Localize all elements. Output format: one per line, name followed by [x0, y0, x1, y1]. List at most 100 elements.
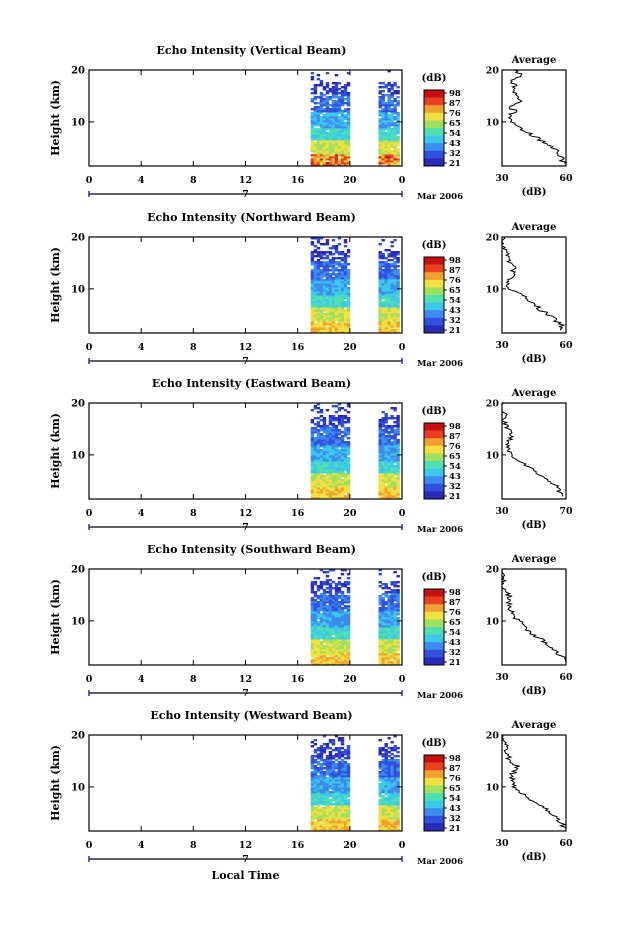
heatmap-cell — [310, 823, 315, 826]
heatmap-cell — [325, 281, 330, 284]
heatmap-cell — [319, 98, 324, 101]
heatmap-cell — [378, 595, 382, 598]
colorbar-label: 43 — [449, 638, 461, 648]
heatmap-cell — [384, 645, 388, 648]
heatmap-cell — [310, 811, 315, 814]
colorbar-swatch — [424, 112, 444, 121]
colorbar-swatch — [424, 815, 444, 824]
heatmap-cell — [316, 753, 321, 756]
heatmap-cell — [325, 285, 330, 288]
heatmap-cell — [331, 617, 336, 620]
heatmap-cell — [310, 489, 315, 492]
heatmap-cell — [396, 765, 400, 768]
heatmap-cell — [316, 829, 321, 832]
heatmap-cell — [328, 663, 333, 666]
heatmap-cell — [384, 767, 388, 770]
heatmap-cell — [396, 483, 400, 486]
heatmap-cell — [319, 779, 324, 782]
heatmap-cell — [310, 623, 315, 626]
heatmap-cell — [316, 577, 321, 580]
heatmap-cell — [319, 261, 324, 264]
heatmap-cell — [319, 813, 324, 816]
heatmap-cell — [313, 815, 318, 818]
heatmap-cell — [328, 439, 333, 442]
heatmap-cell — [381, 98, 385, 101]
heatmap-cell — [319, 285, 324, 288]
heatmap-cell — [313, 134, 318, 137]
heatmap-cell — [340, 775, 345, 778]
x-axis-label: Local Time — [212, 869, 280, 882]
colorbar-swatch — [424, 317, 444, 326]
colorbar-swatch — [424, 823, 444, 832]
heatmap-cell — [316, 451, 321, 454]
heatmap-cell — [331, 287, 336, 290]
heatmap-cell — [331, 152, 336, 155]
heatmap-cell — [340, 827, 345, 830]
heatmap-cell — [322, 429, 327, 432]
heatmap-cell — [393, 441, 397, 444]
heatmap-cell — [384, 815, 388, 818]
heatmap-cell — [387, 625, 391, 628]
heatmap-cell — [319, 479, 324, 482]
heatmap-cell — [334, 128, 339, 131]
heatmap-cell — [340, 583, 345, 586]
heatmap-cell — [322, 309, 327, 312]
heatmap-cell — [319, 827, 324, 830]
average-xlabel: (dB) — [522, 354, 547, 365]
heatmap-cell — [378, 471, 382, 474]
heatmap-cell — [319, 457, 324, 460]
heatmap-cell — [310, 132, 315, 135]
heatmap-cell — [384, 148, 388, 151]
heatmap-cell — [378, 112, 382, 115]
heatmap-cell — [340, 825, 345, 828]
heatmap-cell — [381, 126, 385, 129]
heatmap-cell — [322, 469, 327, 472]
colorbar-swatch — [424, 642, 444, 651]
heatmap-cell — [319, 275, 324, 278]
heatmap-cell — [325, 90, 330, 93]
heatmap-cell — [319, 649, 324, 652]
heatmap-cell — [390, 102, 394, 105]
heatmap-cell — [393, 124, 397, 127]
heatmap-cell — [393, 283, 397, 286]
heatmap-cell — [387, 164, 391, 167]
heatmap-cell — [337, 299, 342, 302]
heatmap-cell — [378, 329, 382, 332]
heatmap-cell — [310, 136, 315, 139]
heatmap-cell — [322, 327, 327, 330]
heatmap-cell — [346, 649, 351, 652]
heatmap-cell — [313, 617, 318, 620]
heatmap-cell — [322, 817, 327, 820]
heatmap-cell — [322, 138, 327, 141]
heatmap-cell — [340, 603, 345, 606]
heatmap-cell — [316, 637, 321, 640]
avg-x-tick-label: 60 — [559, 838, 573, 849]
heatmap-cell — [390, 152, 394, 155]
heatmap-cell — [313, 595, 318, 598]
heatmap-cell — [390, 265, 394, 268]
heatmap-cell — [319, 289, 324, 292]
heatmap-cell — [343, 313, 348, 316]
heatmap-cell — [337, 443, 342, 446]
heatmap-cell — [325, 102, 330, 105]
heatmap-cell — [396, 136, 400, 139]
heatmap-cell — [337, 273, 342, 276]
heatmap-cell — [328, 827, 333, 830]
heatmap-cell — [390, 255, 394, 258]
heatmap-cell — [378, 441, 382, 444]
heatmap-cell — [343, 160, 348, 163]
heatmap-cell — [340, 625, 345, 628]
heatmap-cell — [328, 253, 333, 256]
heatmap-cell — [343, 459, 348, 462]
heatmap-cell — [340, 767, 345, 770]
heatmap-cell — [328, 134, 333, 137]
heatmap-cell — [390, 817, 394, 820]
heatmap-cell — [346, 801, 351, 804]
heatmap-cell — [328, 779, 333, 782]
heatmap-cell — [384, 327, 388, 330]
colorbar-swatch — [424, 589, 444, 597]
heatmap-cell — [310, 619, 315, 622]
heatmap-cell — [337, 773, 342, 776]
heatmap-cell — [310, 635, 315, 638]
